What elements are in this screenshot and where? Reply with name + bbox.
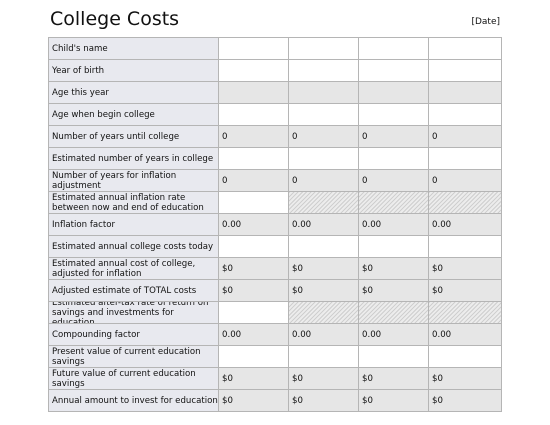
row-label: Annual amount to invest for education <box>48 389 219 412</box>
row-label: Estimated after-tax rate of return on sa… <box>48 301 219 324</box>
row-label: Estimated annual inflation rate between … <box>48 191 219 214</box>
value-cell <box>218 59 289 82</box>
value-cell: $0 <box>428 257 502 280</box>
value-cell: $0 <box>428 389 502 412</box>
value-cell <box>358 103 429 126</box>
row-label: Inflation factor <box>48 213 219 236</box>
row-label: Estimated number of years in college <box>48 147 219 170</box>
row-label: Present value of current education savin… <box>48 345 219 368</box>
value-cell <box>428 235 502 258</box>
value-cell <box>218 235 289 258</box>
value-cell: 0.00 <box>218 323 289 346</box>
value-cell: $0 <box>218 257 289 280</box>
value-cell: 0 <box>428 169 502 192</box>
value-cell: $0 <box>288 389 359 412</box>
value-cell <box>428 191 502 214</box>
row-label: Child's name <box>48 37 219 60</box>
value-cell <box>218 81 289 104</box>
table: Child's name Year of birth Age this year Ag… <box>48 37 502 412</box>
value-cell: 0.00 <box>218 213 289 236</box>
value-cell: 0 <box>358 169 429 192</box>
value-cell <box>428 103 502 126</box>
value-cell <box>428 81 502 104</box>
value-cell <box>428 345 502 368</box>
value-cell: 0 <box>428 125 502 148</box>
value-cell <box>358 59 429 82</box>
value-cell: $0 <box>218 367 289 390</box>
value-cell: $0 <box>288 279 359 302</box>
value-cell: $0 <box>428 367 502 390</box>
value-cell <box>358 345 429 368</box>
value-cell: 0.00 <box>288 213 359 236</box>
value-cell: $0 <box>218 389 289 412</box>
value-cell: $0 <box>358 257 429 280</box>
row-label: Estimated annual college costs today <box>48 235 219 258</box>
value-cell <box>218 37 289 60</box>
value-cell: $0 <box>428 279 502 302</box>
value-cell: 0 <box>358 125 429 148</box>
value-cell <box>218 191 289 214</box>
value-cell: 0 <box>218 125 289 148</box>
row-label: Number of years for inflation adjustment <box>48 169 219 192</box>
value-cell: $0 <box>288 367 359 390</box>
value-cell <box>218 301 289 324</box>
value-cell: 0.00 <box>358 323 429 346</box>
value-cell <box>288 235 359 258</box>
value-cell: $0 <box>358 367 429 390</box>
value-cell <box>358 191 429 214</box>
value-cell <box>288 345 359 368</box>
value-cell <box>288 37 359 60</box>
value-cell <box>428 37 502 60</box>
row-label: Estimated annual cost of college, adjust… <box>48 257 219 280</box>
row-label: Compounding factor <box>48 323 219 346</box>
value-cell <box>288 147 359 170</box>
value-cell <box>288 103 359 126</box>
value-cell: $0 <box>358 279 429 302</box>
value-cell <box>358 81 429 104</box>
value-cell: $0 <box>288 257 359 280</box>
row-label: Year of birth <box>48 59 219 82</box>
value-cell: 0 <box>288 125 359 148</box>
value-cell: 0 <box>288 169 359 192</box>
value-cell: 0 <box>218 169 289 192</box>
row-label: Age when begin college <box>48 103 219 126</box>
value-cell <box>358 301 429 324</box>
row-label: Future value of current education saving… <box>48 367 219 390</box>
value-cell: 0.00 <box>288 323 359 346</box>
value-cell <box>218 147 289 170</box>
date: [Date] <box>471 17 500 27</box>
row-label: Adjusted estimate of TOTAL costs <box>48 279 219 302</box>
value-cell <box>428 59 502 82</box>
value-cell <box>428 147 502 170</box>
row-label: Number of years until college <box>48 125 219 148</box>
value-cell <box>288 301 359 324</box>
value-cell: $0 <box>218 279 289 302</box>
value-cell <box>288 59 359 82</box>
row-label: Age this year <box>48 81 219 104</box>
value-cell <box>358 147 429 170</box>
value-cell: $0 <box>358 389 429 412</box>
value-cell <box>218 103 289 126</box>
value-cell <box>358 235 429 258</box>
value-cell <box>358 37 429 60</box>
value-cell <box>428 301 502 324</box>
value-cell: 0.00 <box>428 323 502 346</box>
value-cell <box>288 191 359 214</box>
value-cell: 0.00 <box>358 213 429 236</box>
value-cell <box>218 345 289 368</box>
title: College Costs <box>50 8 180 30</box>
value-cell: 0.00 <box>428 213 502 236</box>
value-cell <box>288 81 359 104</box>
